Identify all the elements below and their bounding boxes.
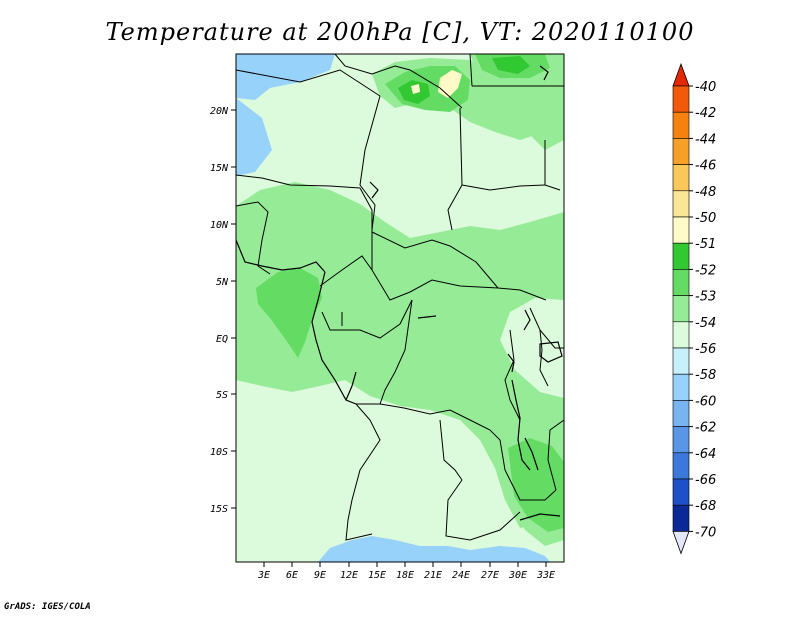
colorbar-top-arrow (672, 62, 690, 87)
colorbar-swatch (672, 426, 690, 454)
latitude-axis: 20N 15N 10N 5N EQ 5S 10S 15S (210, 106, 236, 515)
grads-credit: GrADS: IGES/COLA (4, 602, 91, 612)
region-green-dark-northeast (492, 56, 530, 74)
lon-label-21e: 21E (424, 570, 442, 581)
region-blue-west-strip (236, 98, 272, 176)
colorbar-swatch (672, 242, 690, 270)
lon-label-9e: 9E (314, 570, 326, 581)
colorbar-label: -52 (695, 263, 716, 278)
colorbar-label: -46 (695, 159, 716, 174)
colorbar-bottom-arrow (672, 531, 690, 555)
colorbar-label: -44 (695, 132, 716, 147)
region-yellow-north-2 (411, 84, 420, 94)
colorbar-swatch (672, 138, 690, 165)
colorbar-label: -58 (695, 368, 716, 383)
lat-label-15n: 15N (210, 163, 229, 174)
map-title: Temperature at 200hPa [C], VT: 202011010… (105, 18, 695, 46)
lakes-coastlines (236, 65, 563, 521)
colorbar-label: -50 (695, 211, 716, 226)
region-blue-south (318, 536, 550, 562)
country-borders (236, 54, 564, 541)
colorbar-swatch (672, 400, 690, 427)
colorbar-swatch (672, 321, 690, 349)
region-green-mid-east (508, 438, 564, 532)
colorbar-swatch (672, 452, 690, 480)
colorbar-swatch (672, 295, 690, 323)
colorbar-label: -56 (695, 342, 716, 357)
lat-label-eq: EQ (216, 334, 228, 345)
lat-label-10s: 10S (210, 447, 228, 458)
colorbar-swatch (672, 373, 690, 401)
colorbar-swatch (672, 216, 690, 244)
lon-label-30e: 30E (508, 570, 527, 581)
lon-label-15e: 15E (368, 570, 386, 581)
lat-label-20n: 20N (210, 106, 229, 117)
colorbar-label: -68 (695, 499, 716, 514)
colorbar-swatch (672, 504, 690, 532)
colorbar-swatch (672, 190, 690, 218)
region-green-northeast (470, 54, 564, 150)
colorbar-label: -60 (695, 394, 716, 409)
lon-label-27e: 27E (481, 570, 499, 581)
field-shading (236, 54, 564, 562)
region-green-mid-gulf (256, 268, 322, 358)
colorbar-label: -42 (695, 106, 716, 121)
lat-label-5s: 5S (216, 390, 228, 401)
lon-label-6e: 6E (286, 570, 298, 581)
colorbar-label: -70 (695, 525, 716, 540)
colorbar-label: -66 (695, 473, 716, 488)
colorbar-label: -54 (695, 316, 716, 331)
colorbar-swatch (672, 85, 690, 113)
lon-label-12e: 12E (340, 570, 358, 581)
lon-label-3e: 3E (257, 570, 270, 581)
lon-label-18e: 18E (396, 570, 414, 581)
colorbar-label: -51 (695, 237, 716, 252)
colorbar-swatch (672, 347, 690, 375)
longitude-axis: 3E 6E 9E 12E 15E 18E 21E 24E 27E 30E 33E (257, 562, 555, 581)
lon-label-24e: 24E (452, 570, 470, 581)
colorbar-swatch (672, 111, 690, 139)
colorbar-label: -53 (695, 290, 716, 305)
colorbar-label: -48 (695, 185, 716, 200)
region-blue-northwest (236, 54, 335, 100)
colorbar-swatch (672, 478, 690, 506)
colorbar-label: -62 (695, 421, 716, 436)
lat-label-15s: 15S (210, 504, 228, 515)
colorbar-label: -40 (695, 80, 716, 95)
colorbar-swatch (672, 269, 690, 296)
colorbar: -40 -42 -44 -46 -48 -50 -51 -52 -53 -54 -56 -58 -60 -… (672, 62, 716, 555)
lon-label-33e: 33E (536, 570, 555, 581)
lat-label-10n: 10N (210, 220, 229, 231)
colorbar-swatch (672, 164, 690, 192)
plot-frame (235, 53, 565, 563)
colorbar-label: -64 (695, 447, 716, 462)
lat-label-5n: 5N (216, 277, 229, 288)
